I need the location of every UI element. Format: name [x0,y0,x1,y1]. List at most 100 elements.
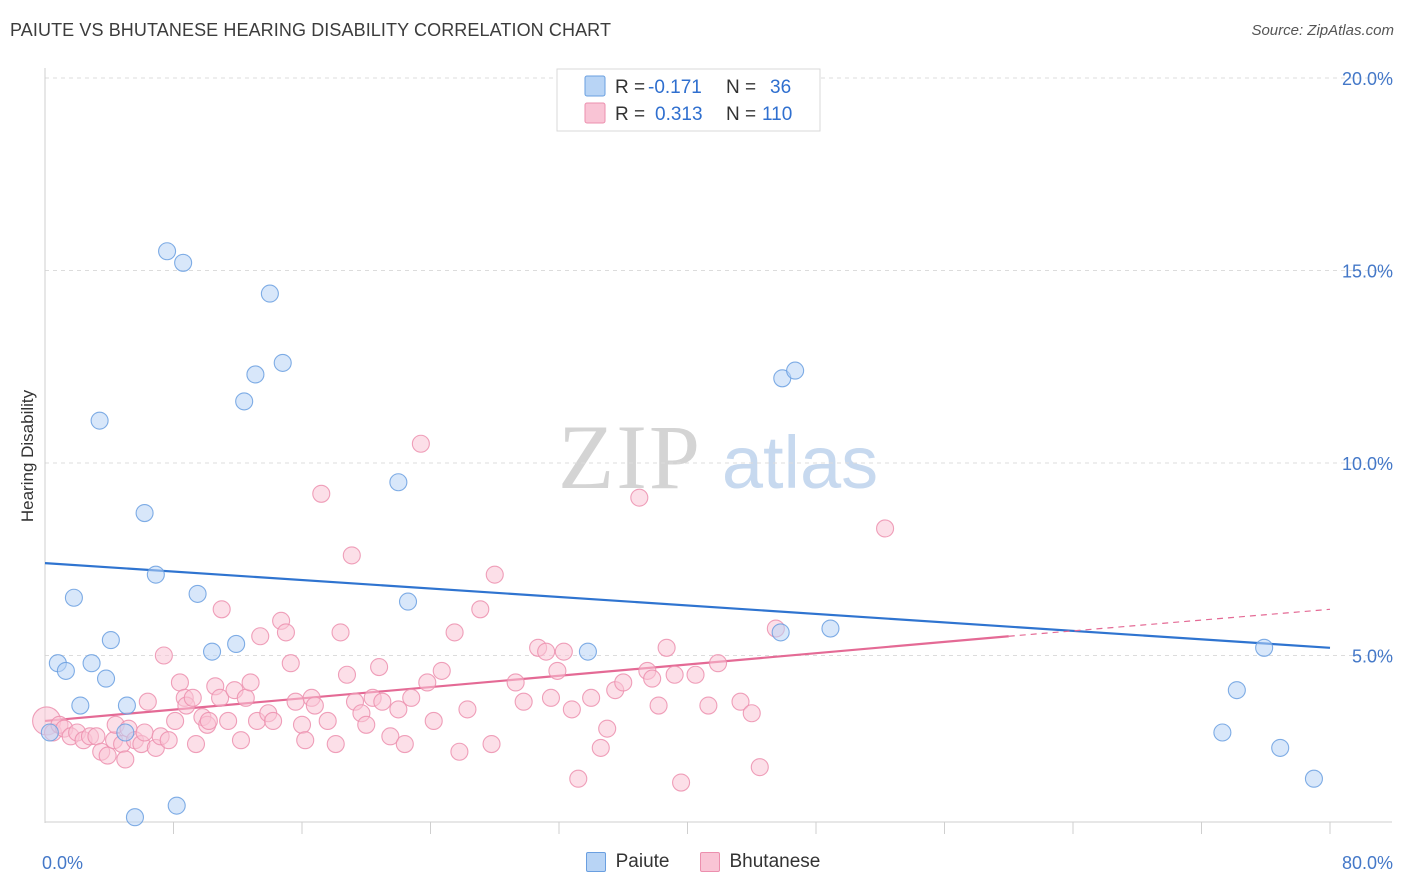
bhutanese-point-61 [357,715,376,734]
bhutanese-point-101 [699,696,718,715]
bhutanese-point-98 [665,665,684,684]
bhutanese-trend-line [44,635,1009,723]
bhutanese-point-89 [591,738,610,757]
paiute-point-2 [56,661,75,680]
bhutanese-point-52 [305,696,324,715]
legend-r-value-2: 0.313 [655,104,703,125]
bhutanese-point-90 [598,719,617,738]
paiute-point-17 [188,584,207,603]
bhutanese-point-80 [514,692,533,711]
bhutanese-point-25 [170,673,189,692]
bhutanese-point-46 [276,623,295,642]
paiute-point-33 [1255,638,1274,657]
bhutanese-point-66 [389,700,408,719]
watermark: ZIP atlas [558,406,878,508]
bhutanese-point-28 [183,688,202,707]
bhutanese-point-103 [731,692,750,711]
bhutanese-point-105 [750,758,769,777]
bhutanese-point-49 [292,715,312,734]
paiute-point-20 [235,392,254,411]
y-tick-label-0: 5.0% [1352,647,1393,667]
bhutanese-point-54 [318,711,337,731]
bhutanese-point-68 [402,688,421,707]
series-legend: Paiute Bhutanese [0,851,1406,873]
legend-swatch-paiute [584,75,606,97]
legend-n-value-2: 110 [762,104,792,125]
bhutanese-trend-extension [1008,608,1331,637]
bhutanese-point-19 [138,692,157,711]
bhutanese-point-83 [541,688,561,707]
bhutanese-point-53 [312,484,331,503]
paiute-point-18 [203,642,222,661]
paiute-point-10 [116,723,135,742]
bhutanese-point-56 [331,623,350,642]
bhutanese-point-40 [241,673,260,692]
bhutanese-point-97 [657,638,676,657]
bhutanese-point-95 [643,669,662,688]
paiute-point-21 [246,365,265,384]
paiute-point-7 [96,669,116,688]
bhutanese-point-55 [326,734,345,754]
bhutanese-point-86 [562,700,581,719]
legend-n-label-1: N = [726,77,756,98]
paiute-point-27 [771,623,790,642]
y-axis-label: Hearing Disability [18,389,37,522]
axes [44,68,1392,834]
paiute-point-24 [389,473,408,492]
bhutanese-point-85 [554,642,573,661]
y-tick-label-1: 10.0% [1342,454,1393,474]
legend-entry-paiute: Paiute [585,851,670,873]
bhutanese-point-50 [296,731,315,750]
paiute-point-14 [158,242,177,261]
bhutanese-point-96 [649,696,668,715]
bhutanese-point-87 [569,769,588,788]
paiute-point-29 [786,361,805,380]
paiute-point-13 [146,565,165,584]
bhutanese-point-93 [630,488,649,507]
bhutanese-point-92 [614,673,633,692]
paiute-point-34 [1271,738,1290,757]
paiute-point-11 [125,808,144,827]
bhutanese-point-39 [236,688,255,707]
bhutanese-point-36 [219,711,238,731]
paiute-point-23 [273,353,292,372]
legend-r-value-1: -0.171 [648,77,702,98]
data-points [32,242,1323,827]
bhutanese-point-48 [286,692,305,711]
paiute-point-25 [398,592,418,611]
bhutanese-point-107 [876,519,895,538]
paiute-point-22 [260,284,279,303]
bhutanese-point-79 [506,673,525,692]
paiute-point-5 [82,654,101,673]
bhutanese-point-64 [373,692,392,711]
bhutanese-point-88 [582,688,601,707]
bhutanese-point-47 [281,654,300,673]
chart-title: PAIUTE VS BHUTANESE HEARING DISABILITY C… [10,20,612,40]
paiute-point-8 [101,631,120,650]
legend-swatch-bhutanese-bottom [699,852,720,872]
paiute-point-35 [1304,769,1323,788]
legend-swatch-paiute-bottom [585,852,606,872]
bhutanese-point-29 [186,734,206,754]
bhutanese-point-73 [445,623,464,642]
y-tick-label-3: 20.0% [1342,69,1393,89]
paiute-trend-line [44,562,1331,649]
bhutanese-point-18 [135,723,154,742]
bhutanese-point-69 [411,434,430,453]
bhutanese-point-8 [87,727,106,746]
legend-r-label-1: R = [615,77,645,98]
bhutanese-point-34 [211,688,230,707]
paiute-point-4 [71,696,90,715]
paiute-point-6 [90,411,109,430]
paiute-point-30 [821,619,840,638]
trend-lines [44,562,1331,723]
bhutanese-point-23 [159,731,178,750]
paiute-point-0 [40,723,59,742]
chart-source: Source: ZipAtlas.com [1251,22,1394,39]
bhutanese-point-74 [450,742,469,761]
bhutanese-point-100 [686,665,705,684]
bhutanese-point-70 [418,673,437,692]
bhutanese-point-65 [381,727,400,746]
bhutanese-point-82 [537,642,556,661]
